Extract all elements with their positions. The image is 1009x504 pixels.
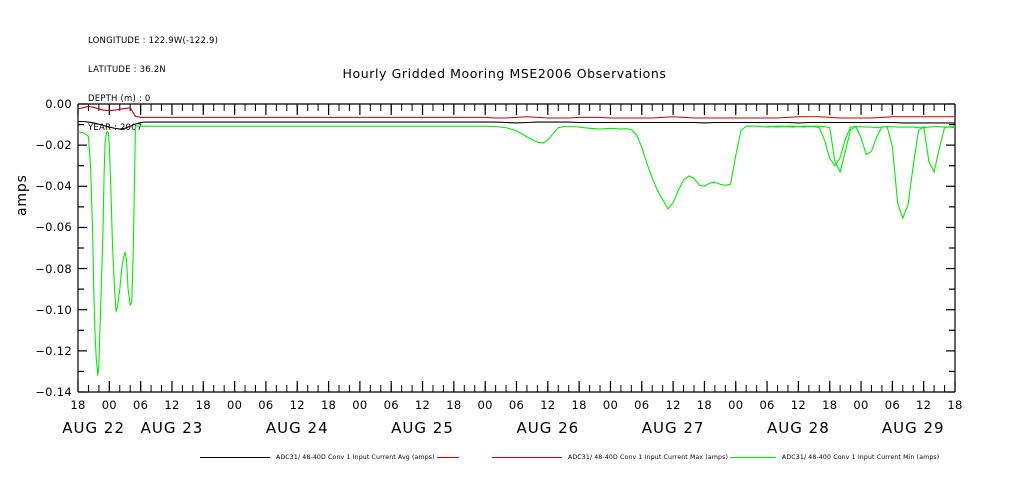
series-line — [77, 125, 956, 376]
x-tick-hour-label: 18 — [822, 398, 838, 412]
x-tick-hour-label: 18 — [320, 398, 337, 412]
x-tick-hour-label: 18 — [571, 398, 587, 412]
y-tick-label: −0.04 — [35, 179, 72, 194]
legend-item[interactable]: ADC31/ 48-40D Conv 1 Input Current Max (… — [492, 450, 761, 464]
x-tick-hour-label: 12 — [164, 398, 180, 412]
x-axis-day-label: AUG 22 — [62, 419, 126, 437]
axes — [77, 103, 956, 393]
x-tick-hour-label: 06 — [508, 398, 525, 412]
x-tick-hour-label: 12 — [665, 398, 681, 412]
series-line — [77, 105, 955, 119]
x-tick-hour-label: 18 — [696, 398, 713, 412]
legend-color-swatch-right — [436, 456, 459, 458]
data-series — [77, 105, 956, 376]
x-tick-hour-label: 12 — [414, 398, 431, 412]
legend-label: ADC31/ 48-400 Conv 1 Input Current Min (… — [782, 453, 940, 461]
y-tick-label: −0.06 — [35, 220, 72, 235]
x-tick-hour-label: 06 — [634, 398, 650, 412]
x-tick-hour-label: 12 — [540, 398, 556, 412]
y-tick-label: −0.08 — [35, 261, 72, 276]
x-tick-hour-label: 18 — [446, 398, 462, 412]
series-line-min-detail — [767, 125, 955, 220]
x-tick-hour-label: 12 — [790, 398, 807, 412]
y-tick-label: −0.02 — [35, 138, 72, 153]
legend-color-swatch — [740, 456, 776, 458]
metadata-depth: DEPTH (m) : 0 — [88, 93, 151, 104]
legend-label: ADC31/ 48-40D Conv 1 Input Current Max (… — [568, 453, 729, 461]
station-metadata: LONGITUDE : 122.9W(-122.9) LATITUDE : 36… — [88, 18, 218, 152]
chart-title: Hourly Gridded Mooring MSE2006 Observati… — [342, 66, 667, 81]
y-tick-label: 0.00 — [45, 97, 72, 111]
y-tick-label: −0.10 — [35, 302, 72, 317]
x-tick-hour-label: 00 — [226, 398, 243, 412]
x-tick-hour-label: 00 — [853, 398, 869, 412]
x-tick-hour-label: 12 — [916, 398, 932, 412]
y-tick-label: −0.12 — [35, 343, 72, 358]
legend-color-swatch — [492, 456, 562, 458]
y-axis-tick-labels: 0.00 −0.02 −0.04 −0.06 −0.08 −0.10 −0.12 −0.14 — [14, 0, 72, 504]
x-tick-hour-label: 00 — [101, 398, 117, 412]
y-tick-label: −0.14 — [35, 385, 72, 399]
x-tick-hour-label: 06 — [383, 398, 399, 412]
x-tick-hour-label: 00 — [477, 398, 493, 412]
legend-item[interactable]: ADC31/ 48-400 Conv 1 Input Current Min (… — [740, 450, 939, 464]
legend-label: ADC31/ 48-40D Conv 1 Input Current Avg (… — [276, 453, 435, 461]
x-axis-day-label: AUG 23 — [140, 419, 204, 437]
x-axis-day-label: AUG 25 — [391, 419, 454, 437]
legend-color-swatch — [200, 456, 270, 458]
x-tick-hour-label: 06 — [759, 398, 775, 412]
metadata-year: YEAR : 2007 — [88, 122, 143, 133]
x-tick-hour-label: 18 — [947, 398, 963, 412]
metadata-longitude: LONGITUDE : 122.9W(-122.9) — [88, 36, 219, 47]
x-axis-day-label: AUG 26 — [516, 419, 580, 437]
x-tick-hour-label: 18 — [70, 398, 86, 412]
x-axis-day-label: AUG 24 — [265, 419, 329, 437]
chart-legend: ADC31/ 48-40D Conv 1 Input Current Avg (… — [0, 450, 1009, 470]
x-tick-hour-label: 00 — [728, 398, 744, 412]
x-tick-hour-label: 06 — [133, 398, 149, 412]
x-axis-day-label: AUG 29 — [881, 419, 945, 437]
x-axis-day-label: AUG 28 — [767, 419, 830, 437]
x-axis-day-label: AUG 27 — [641, 419, 705, 437]
series-line — [78, 120, 955, 130]
x-tick-hour-label: 18 — [195, 398, 211, 412]
x-tick-hour-label: 12 — [289, 398, 305, 412]
legend-item[interactable]: ADC31/ 48-40D Conv 1 Input Current Avg (… — [200, 450, 459, 464]
x-tick-hour-label: 06 — [884, 398, 900, 412]
x-tick-hour-label: 06 — [258, 398, 274, 412]
metadata-latitude: LATITUDE : 36.2N — [88, 64, 166, 75]
x-tick-hour-label: 00 — [602, 398, 619, 412]
x-tick-hour-label: 00 — [352, 398, 368, 412]
